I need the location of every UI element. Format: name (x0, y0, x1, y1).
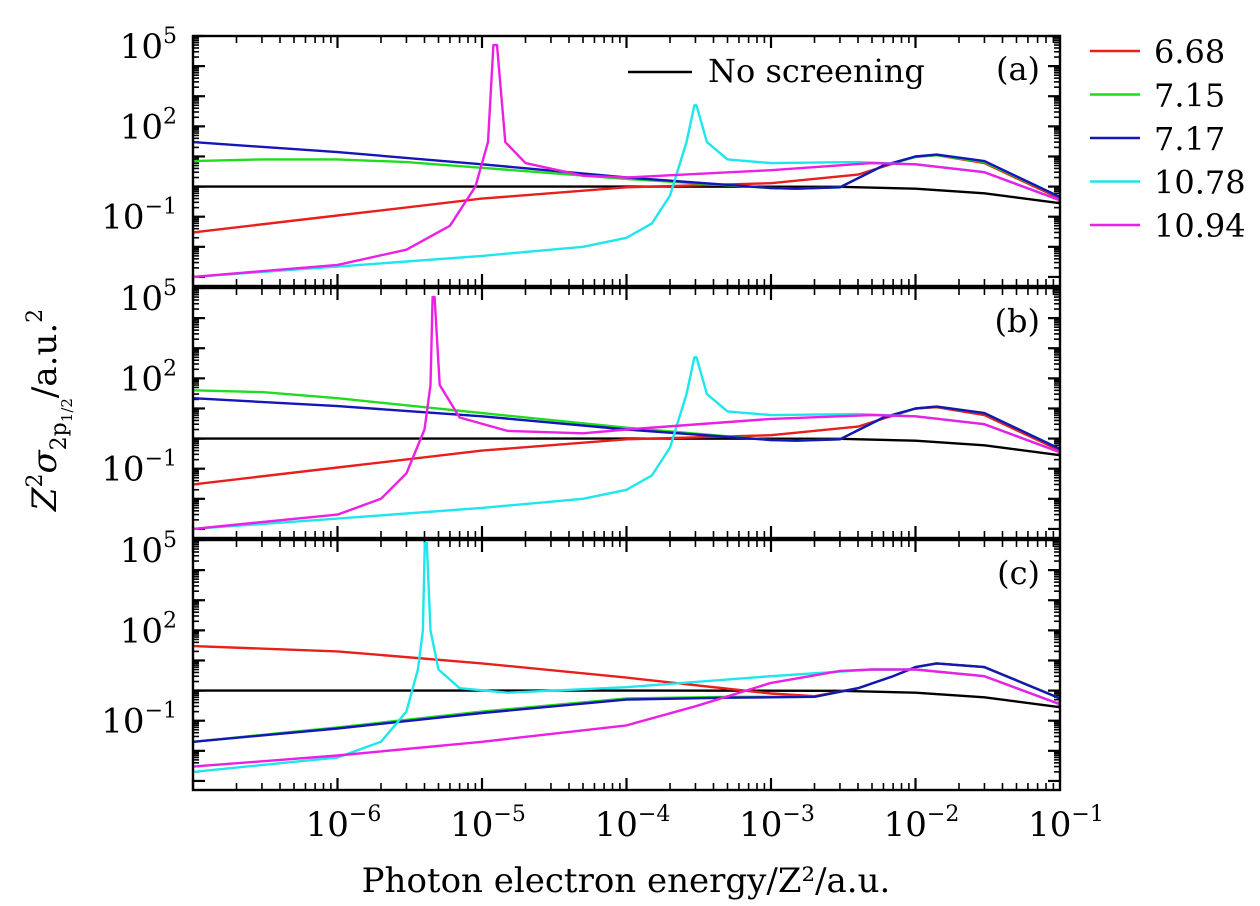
legend-label: 7.15 (1154, 77, 1225, 115)
y-tick-label: 102 (120, 104, 177, 147)
x-ticks (191, 288, 1055, 538)
series-line-10-78 (193, 541, 1060, 774)
legend-entry: 7.15 (1090, 77, 1225, 115)
y-tick-label: 10−1 (101, 699, 177, 742)
panel-label: (a) (996, 50, 1040, 88)
x-tick-label: 10−2 (884, 802, 960, 845)
series-line-no-screening (193, 185, 1060, 205)
panel-0: 105 102 10−1 (a) No screening (101, 24, 1062, 288)
y-tick-label: 102 (120, 356, 177, 399)
series-group (193, 295, 1060, 531)
panel-1: 105 102 10−1 (b) (101, 276, 1062, 540)
legend-label: 6.68 (1154, 33, 1225, 71)
series-group (193, 43, 1060, 279)
y-tick-label: 105 (120, 276, 177, 319)
svg-text:Z2σ2p1/2/a.u.2: Z2σ2p1/2/a.u.2 (23, 309, 76, 512)
y-tick-label: 10−1 (101, 195, 177, 238)
x-tick-label: 10−5 (450, 802, 526, 845)
series-line-10-78 (193, 104, 1060, 279)
y-tick-label: 105 (120, 528, 177, 571)
y-axis-label: Z2σ2p1/2/a.u.2 (23, 309, 76, 512)
y-tick-label: 102 (120, 608, 177, 651)
legend-entry: 6.68 (1090, 33, 1225, 71)
series-line-7-17 (193, 662, 1060, 743)
inline-legend: No screening (628, 52, 925, 90)
series-line-10-94 (193, 43, 1060, 279)
inline-legend-label: No screening (708, 52, 925, 90)
x-tick-label: 10−1 (1028, 802, 1104, 845)
panel-frame (191, 34, 1062, 288)
panel-2: 105 102 10−1 (c) (101, 528, 1062, 792)
series-line-6-68 (193, 406, 1060, 486)
y-ticks (193, 538, 1060, 783)
y-tick-labels: 105 102 10−1 (101, 528, 177, 742)
legend-entry: 10.94 (1090, 207, 1246, 245)
legend-label: 7.17 (1154, 120, 1225, 158)
x-tick-labels: 10−6 10−5 10−4 10−3 10−2 10−1 (306, 802, 1104, 845)
x-tick-label: 10−6 (306, 802, 382, 845)
legend-label: 10.78 (1154, 164, 1246, 202)
series-line-10-78 (193, 356, 1060, 531)
series-line-10-94 (193, 668, 1060, 768)
y-tick-label: 10−1 (101, 447, 177, 490)
x-tick-label: 10−4 (595, 802, 671, 845)
y-tick-label: 105 (120, 24, 177, 67)
y-tick-labels: 105 102 10−1 (101, 24, 177, 238)
x-tick-label: 10−3 (739, 802, 815, 845)
series-line-10-94 (193, 295, 1060, 531)
x-axis-label: Photon electron energy/Z²/a.u. (362, 861, 891, 901)
legend-entry: 7.17 (1090, 120, 1225, 158)
series-group (193, 541, 1060, 774)
legend-label: 10.94 (1154, 207, 1246, 245)
y-tick-labels: 105 102 10−1 (101, 276, 177, 490)
panel-label: (c) (997, 554, 1040, 592)
panel-frame (191, 538, 1062, 792)
legend: 6.68 7.15 7.17 10.78 10.94 (1090, 33, 1246, 245)
legend-entry: 10.78 (1090, 164, 1246, 202)
series-line-7-17 (193, 140, 1060, 199)
series-line-no-screening (193, 437, 1060, 457)
panel-label: (b) (995, 302, 1040, 340)
panel-frame (191, 286, 1062, 540)
